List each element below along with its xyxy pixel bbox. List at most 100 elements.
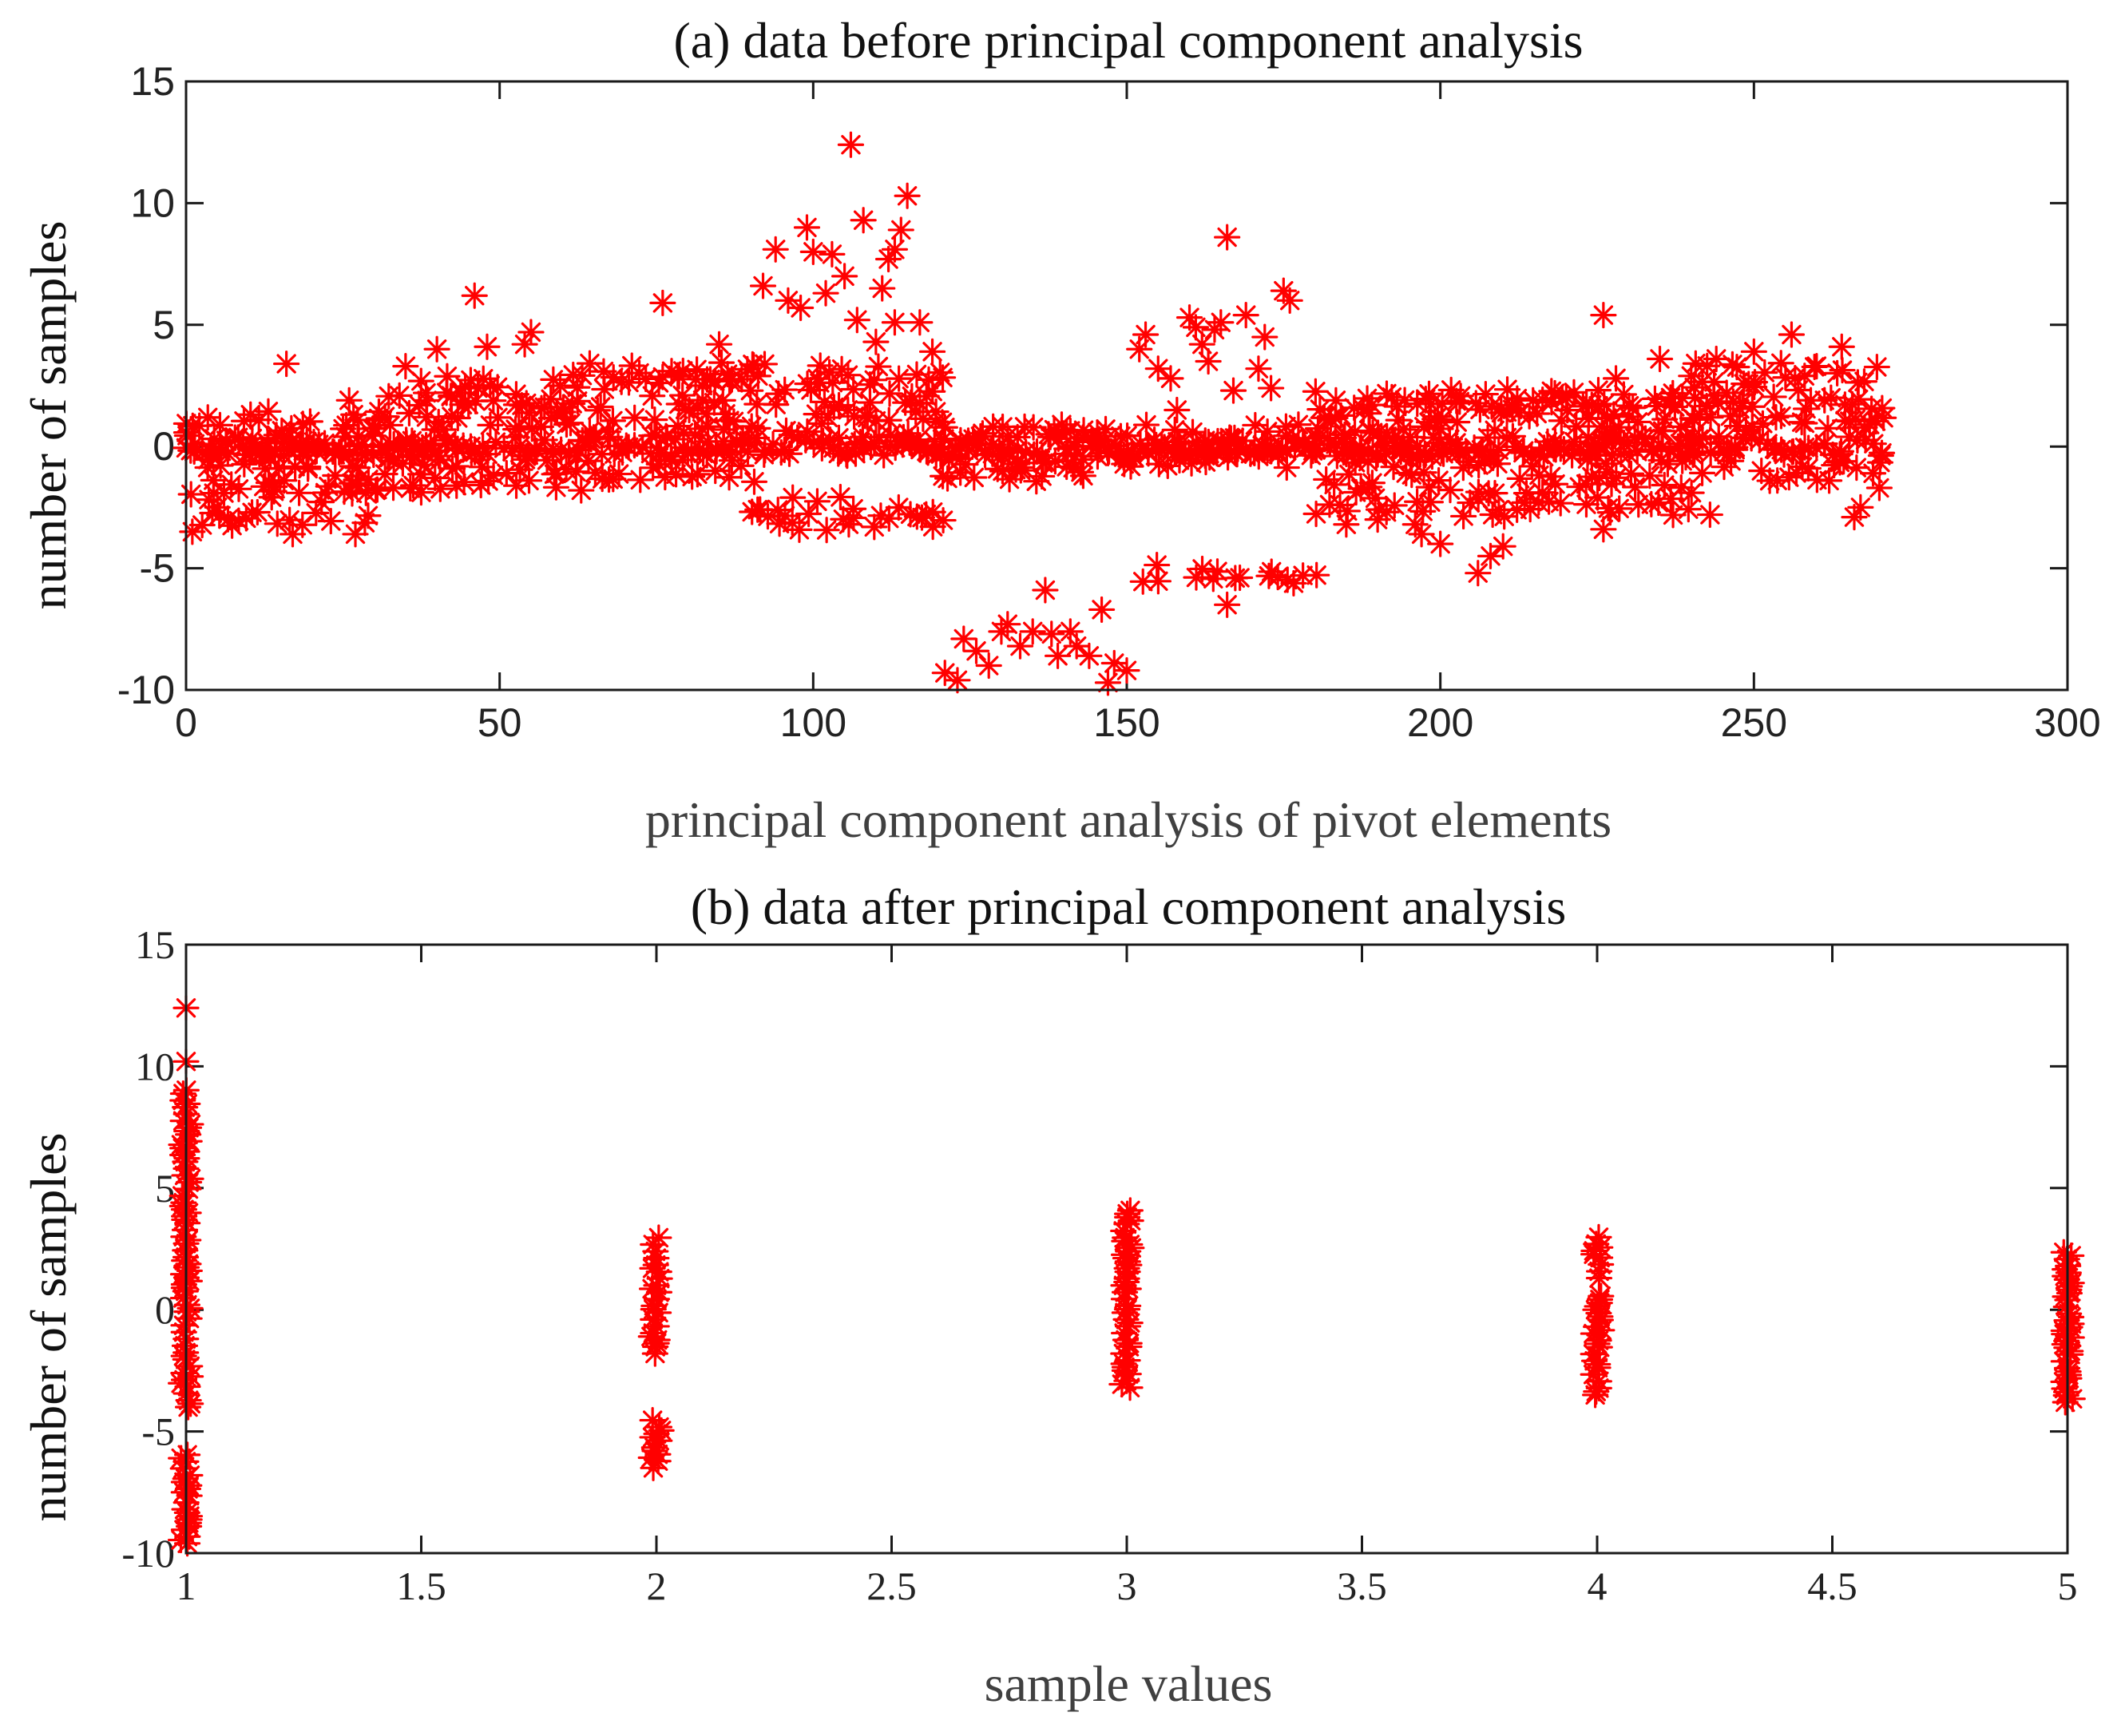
data-point	[705, 331, 733, 358]
data-point	[861, 367, 888, 394]
data-point	[812, 279, 839, 307]
data-point	[576, 350, 604, 377]
data-point	[1063, 632, 1090, 660]
data-point	[1681, 438, 1708, 466]
data-point	[919, 378, 946, 405]
data-point	[862, 328, 890, 355]
data-point	[1381, 492, 1408, 519]
data-point	[1738, 393, 1766, 420]
y-tick-label: 5	[153, 303, 175, 347]
data-point	[803, 488, 831, 515]
x-tick-label: 3.5	[1337, 1564, 1387, 1608]
x-tick-label: 1.5	[396, 1564, 446, 1608]
panel-a: (a) data before principal component anal…	[20, 12, 2101, 848]
data-point	[177, 481, 204, 508]
data-point	[1843, 454, 1870, 482]
data-point	[963, 430, 990, 458]
data-point	[1227, 564, 1254, 592]
data-point	[1379, 425, 1406, 452]
data-point	[1590, 516, 1617, 543]
data-point	[335, 386, 363, 414]
data-point	[1427, 530, 1454, 557]
data-point	[787, 294, 815, 322]
data-point	[775, 440, 803, 467]
data-point	[947, 426, 974, 454]
panel-b: (b) data after principal component analy…	[20, 878, 2086, 1712]
data-point	[645, 1224, 672, 1251]
data-point	[825, 391, 853, 419]
data-point	[255, 398, 282, 425]
data-point	[749, 272, 777, 299]
data-point	[1638, 490, 1665, 517]
data-point	[1076, 642, 1103, 669]
data-point	[1675, 496, 1702, 523]
data-point	[296, 408, 324, 435]
x-tick-label: 4	[1588, 1564, 1608, 1608]
data-point	[1303, 561, 1330, 589]
data-point	[174, 1441, 201, 1468]
panel-a-ylabel: number of samples	[20, 221, 77, 610]
data-point	[1481, 480, 1508, 507]
panel-a-title: (a) data before principal component anal…	[673, 12, 1583, 69]
data-point	[1791, 410, 1818, 437]
data-point	[580, 424, 608, 451]
panel-b-ylabel: number of samples	[20, 1133, 77, 1522]
data-point	[1167, 436, 1195, 463]
data-point	[989, 413, 1017, 441]
panel-a-markers	[172, 131, 1897, 696]
data-point	[837, 131, 865, 158]
y-tick-label: 10	[135, 1044, 175, 1088]
data-point	[376, 411, 404, 439]
data-point	[849, 423, 876, 450]
data-point	[511, 331, 538, 358]
x-tick-label: 5	[2058, 1564, 2078, 1608]
data-point	[930, 506, 957, 534]
data-point	[1232, 302, 1259, 329]
data-point	[1636, 462, 1663, 489]
data-point	[1333, 511, 1360, 538]
data-point	[1622, 474, 1649, 501]
data-point	[1723, 354, 1750, 381]
data-point	[200, 466, 227, 493]
data-point	[546, 372, 574, 399]
data-point	[303, 499, 330, 526]
x-tick-label: 3	[1117, 1564, 1137, 1608]
data-point	[771, 376, 799, 403]
data-point	[1803, 353, 1830, 380]
data-point	[1408, 521, 1435, 548]
data-point	[887, 216, 914, 244]
data-point	[1828, 333, 1855, 360]
y-tick-label: -5	[141, 1409, 175, 1454]
data-point	[442, 453, 470, 480]
data-point	[944, 667, 971, 694]
data-point	[392, 353, 419, 380]
data-point	[279, 521, 307, 548]
data-point	[931, 660, 958, 687]
data-point	[1038, 620, 1065, 648]
data-point	[484, 374, 511, 401]
data-point	[1251, 323, 1279, 351]
data-point	[1729, 389, 1756, 416]
data-point	[906, 309, 934, 336]
data-point	[461, 282, 488, 309]
panel-b-title: (b) data after principal component analy…	[691, 878, 1566, 935]
data-point	[621, 404, 648, 431]
data-point	[1869, 394, 1896, 422]
data-point	[641, 406, 668, 434]
data-point	[513, 390, 540, 417]
data-point	[1465, 560, 1492, 587]
data-point	[355, 502, 382, 529]
data-point	[881, 236, 909, 263]
data-point	[204, 493, 231, 521]
data-point	[568, 477, 595, 504]
data-point	[1767, 402, 1795, 430]
data-point	[515, 442, 542, 469]
data-point	[1364, 506, 1391, 533]
data-point	[411, 451, 438, 478]
data-point	[264, 510, 291, 537]
data-point	[1585, 1223, 1612, 1250]
data-point	[557, 410, 585, 437]
data-point	[1606, 495, 1633, 522]
data-point	[874, 245, 902, 273]
